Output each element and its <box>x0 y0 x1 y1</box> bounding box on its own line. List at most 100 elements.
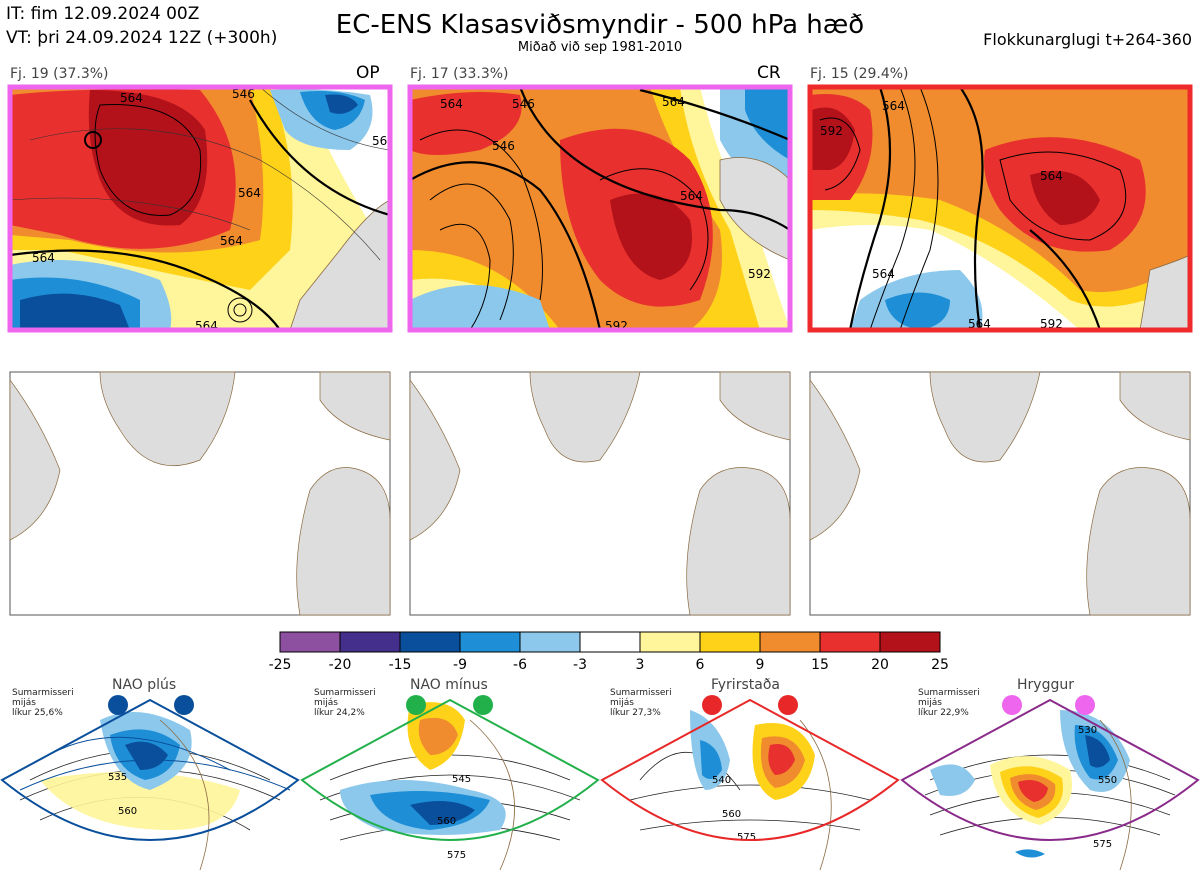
regime-3-map: 540 560 575 <box>600 698 900 871</box>
regime-probability: líkur 27,3% <box>610 708 661 718</box>
regime-probability: líkur 25,6% <box>12 708 63 718</box>
cluster-3-label: Fj. 15 (29.4%) <box>810 66 909 82</box>
regime-probability: líkur 24,2% <box>314 708 365 718</box>
cluster-window: Flokkunarglugi t+264-360 <box>983 30 1192 49</box>
regime-mean: mijás <box>12 698 36 708</box>
contour-label: 564 <box>968 317 991 331</box>
regime-3-name: Fyrirstaða <box>711 677 780 693</box>
regime-2-info: Sumarmisseri mijás líkur 24,2% <box>314 688 376 718</box>
regime-2-name: NAO mínus <box>410 677 488 693</box>
colorbar-swatch <box>399 631 461 653</box>
colorbar-swatch <box>279 631 341 653</box>
initial-time: IT: fim 12.09.2024 00Z <box>6 4 200 24</box>
contour-label: 560 <box>118 806 137 817</box>
colorbar-tick-label: 3 <box>636 657 645 673</box>
regime-mean: mijás <box>918 698 942 708</box>
colorbar-swatch <box>519 631 581 653</box>
colorbar-swatch <box>699 631 761 653</box>
contour-label: 550 <box>1098 775 1117 786</box>
contour-label: 560 <box>722 809 741 820</box>
cluster-2-label: Fj. 17 (33.3%) <box>410 66 509 82</box>
regime-1-name: NAO plús <box>112 677 177 693</box>
colorbar-tick-label: -25 <box>269 657 292 673</box>
regime-4-dot-right <box>1075 695 1095 715</box>
contour-label: 560 <box>437 816 456 827</box>
regime-season: Sumarmisseri <box>610 688 672 698</box>
valid-time: VT: þri 24.09.2024 12Z (+300h) <box>6 28 278 48</box>
colorbar-tick-label: -20 <box>329 657 352 673</box>
cluster-1-map: 564 546 564 564 564 564 564 <box>10 87 395 333</box>
colorbar-swatch <box>639 631 701 653</box>
contour-label: 564 <box>680 189 703 203</box>
cluster-2-map: 564 546 546 564 564 592 592 <box>410 87 790 333</box>
regime-1-dot-right <box>174 695 194 715</box>
base-map-2 <box>409 371 791 616</box>
contour-label: 564 <box>195 319 218 333</box>
regime-4-name: Hryggur <box>1017 677 1074 693</box>
base-map-3 <box>809 371 1191 616</box>
cluster-3-frame <box>807 84 1193 333</box>
contour-label: 564 <box>120 91 143 105</box>
colorbar-tick-label: 25 <box>931 657 949 673</box>
cluster-3-map: 592 564 564 564 564 592 <box>810 87 1190 331</box>
regime-1-dot-left <box>108 695 128 715</box>
regime-2-dot-left <box>406 695 426 715</box>
contour-label: 575 <box>737 832 756 843</box>
colorbar: -25 -20 -15 -9 -6 -3 3 6 9 15 20 25 <box>269 631 949 673</box>
colorbar-swatch <box>459 631 521 653</box>
colorbar-swatch <box>879 631 941 653</box>
cluster-1-tag: OP <box>356 63 380 83</box>
regime-3-dot-left <box>702 695 722 715</box>
contour-label: 564 <box>372 134 395 148</box>
colorbar-tick-label: 6 <box>696 657 705 673</box>
contour-label: 592 <box>605 319 628 333</box>
contour-label: 535 <box>108 772 127 783</box>
contour-label: 546 <box>512 97 535 111</box>
regime-season: Sumarmisseri <box>12 688 74 698</box>
contour-label: 546 <box>492 139 515 153</box>
colorbar-tick-label: -15 <box>389 657 412 673</box>
colorbar-tick-label: -6 <box>513 657 527 673</box>
contour-label: 546 <box>232 87 255 101</box>
page-subtitle: Miðað við sep 1981-2010 <box>517 40 683 55</box>
regime-1-info: Sumarmisseri mijás líkur 25,6% <box>12 688 74 718</box>
contour-label: 592 <box>820 124 843 138</box>
regime-probability: líkur 22,9% <box>918 708 969 718</box>
regime-season: Sumarmisseri <box>918 688 980 698</box>
regime-2-dot-right <box>473 695 493 715</box>
regime-mean: mijás <box>610 698 634 708</box>
regime-4-dot-left <box>1002 695 1022 715</box>
colorbar-swatch <box>819 631 881 653</box>
cluster-2-frame <box>407 84 793 333</box>
colorbar-swatch <box>339 631 401 653</box>
page-title: EC-ENS Klasasviðsmyndir - 500 hPa hæð <box>335 10 865 40</box>
colorbar-tick-label: 9 <box>756 657 765 673</box>
colorbar-swatch <box>579 631 641 653</box>
colorbar-swatch <box>759 631 821 653</box>
contour-label: 564 <box>882 99 905 113</box>
contour-label: 545 <box>452 774 471 785</box>
contour-label: 564 <box>662 95 685 109</box>
regime-2-map: 545 560 575 <box>300 698 600 871</box>
contour-label: 564 <box>440 97 463 111</box>
regime-3-dot-right <box>778 695 798 715</box>
contour-label: 564 <box>32 251 55 265</box>
contour-label: 592 <box>748 267 771 281</box>
contour-label: 575 <box>447 850 466 861</box>
regime-3-info: Sumarmisseri mijás líkur 27,3% <box>610 688 672 718</box>
regime-4-info: Sumarmisseri mijás líkur 22,9% <box>918 688 980 718</box>
cluster-1-label: Fj. 19 (37.3%) <box>10 66 109 82</box>
contour-label: 540 <box>712 775 731 786</box>
cluster-1-frame <box>7 84 393 333</box>
regime-season: Sumarmisseri <box>314 688 376 698</box>
contour-label: 564 <box>238 186 261 200</box>
colorbar-tick-label: -9 <box>453 657 467 673</box>
regime-mean: mijás <box>314 698 338 708</box>
contour-label: 564 <box>1040 169 1063 183</box>
base-map-1 <box>9 371 391 616</box>
regime-1-map: 535 560 <box>0 698 300 871</box>
colorbar-tick-label: 20 <box>871 657 889 673</box>
contour-label: 592 <box>1040 317 1063 331</box>
colorbar-tick-label: -3 <box>573 657 587 673</box>
